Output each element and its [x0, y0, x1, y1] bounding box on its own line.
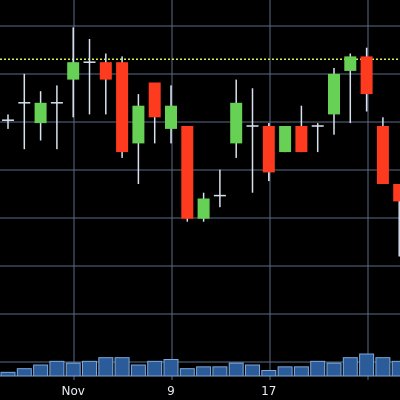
volume-bar-15 [245, 364, 260, 377]
candle-16 [262, 123, 275, 182]
candle-7 [116, 56, 129, 158]
volume-bar-1 [16, 368, 32, 377]
candle-8 [132, 94, 145, 184]
candle-6 [99, 53, 112, 115]
volume-bar-11 [179, 368, 195, 377]
candle-4 [67, 27, 80, 118]
volume-bar-3 [49, 360, 65, 377]
candle-18 [295, 105, 308, 153]
volume-bar-17 [277, 366, 293, 377]
x-tick-label-2: 17 [261, 384, 276, 398]
volume-bar-22 [359, 353, 375, 377]
volume-bar-6 [98, 357, 114, 377]
volume-bar-13 [212, 366, 228, 377]
volume-bar-12 [196, 366, 212, 377]
candle-body-down [262, 126, 275, 173]
volume-bar-2 [33, 364, 49, 377]
volume-bar-5 [82, 360, 97, 377]
volume-bar-16 [261, 370, 277, 377]
x-axis-ticks: Nov 9 17 [61, 384, 276, 398]
candle-17 [279, 126, 292, 153]
candle-body-down [148, 82, 161, 118]
volume-bar-7 [114, 357, 130, 377]
volume-bar-18 [293, 366, 309, 377]
candle-10 [165, 85, 177, 144]
candle-body-down [181, 126, 194, 219]
candle-body-down [116, 62, 129, 153]
candle-body-down [376, 126, 389, 184]
candle-5 [83, 39, 96, 115]
candle-body-up [344, 56, 357, 71]
candle-2 [34, 91, 47, 141]
candle-9 [148, 82, 161, 144]
candle-0 [2, 114, 14, 129]
candle-body-down [360, 56, 373, 95]
candle-14 [230, 79, 243, 158]
candle-body-up [67, 62, 80, 80]
candle-3 [50, 85, 63, 150]
candle-15 [246, 88, 259, 193]
volume-bar-23 [375, 357, 391, 377]
candle-body-up [230, 102, 243, 144]
x-tick-label-1: 9 [167, 384, 175, 398]
volume-bar-8 [130, 364, 146, 377]
volume-bar-10 [163, 359, 179, 377]
volume-bar-24 [391, 360, 400, 377]
x-tick-label-0: Nov [61, 384, 84, 398]
candle-22 [360, 47, 373, 112]
candle-20 [328, 68, 340, 135]
candle-19 [311, 123, 324, 153]
volume-bar-20 [326, 362, 342, 377]
candle-body-up [279, 126, 292, 153]
volume-bar-4 [65, 362, 81, 377]
volume-bar-14 [228, 362, 244, 377]
candle-13 [213, 169, 226, 208]
candle-body-up [132, 105, 145, 144]
candle-body-down [295, 126, 308, 153]
candle-body-up [34, 102, 47, 124]
candle-body-down [99, 62, 112, 80]
candle-1 [18, 73, 31, 150]
candle-body-up [328, 73, 340, 115]
candle-21 [344, 53, 357, 124]
volume-bars [0, 353, 400, 377]
volume-bar-21 [342, 357, 358, 377]
candle-11 [181, 126, 194, 222]
candles [2, 27, 400, 257]
candle-body-down [393, 184, 400, 202]
volume-bar-9 [147, 360, 163, 377]
candle-23 [376, 117, 389, 184]
volume-bar-0 [0, 371, 16, 377]
volume-bar-19 [310, 360, 326, 377]
candle-24 [393, 184, 400, 257]
candle-12 [197, 192, 210, 222]
candle-body-up [165, 105, 177, 129]
candle-body-up [197, 198, 210, 219]
